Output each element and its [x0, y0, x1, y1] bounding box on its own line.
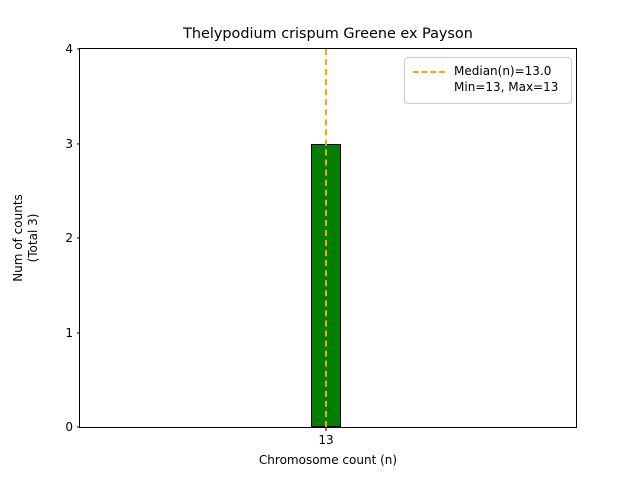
y-tick-mark-3 [76, 142, 80, 145]
x-tick-label-13: 13 [318, 433, 334, 447]
y-tick-label-0: 0 [65, 420, 73, 434]
y-tick-mark-2 [76, 237, 80, 239]
legend-median-label: Median(n)=13.0 [454, 64, 552, 78]
y-tick-label-3: 3 [65, 136, 73, 151]
y-tick-label-4: 4 [65, 42, 73, 56]
dashed-orange-line-icon [413, 64, 445, 79]
y-tick-mark-4 [76, 48, 80, 50]
legend-item-text: Median(n)=13.0 Min=13, Max=13 [454, 64, 558, 96]
y-tick-mark-1 [76, 331, 80, 334]
y-axis-label-line2: (Total 3) [26, 213, 40, 263]
legend-item-median: Median(n)=13.0 Min=13, Max=13 [413, 64, 563, 96]
x-tick-mark-13 [325, 427, 327, 431]
plot-area: 0 1 2 3 4 13 [65, 42, 577, 447]
median-line [325, 49, 328, 427]
y-axis-label-line1: Num of counts [11, 194, 25, 282]
legend-minmax-label: Min=13, Max=13 [454, 79, 559, 94]
x-axis-label: Chromosome count (n) [258, 453, 398, 467]
plot-inner [80, 49, 576, 427]
legend: Median(n)=13.0 Min=13, Max=13 [404, 57, 572, 104]
y-tick-label-1: 1 [65, 325, 73, 340]
page-title: Thelypodium crispum Greene ex Payson [183, 26, 473, 42]
y-tick-mark-0 [76, 426, 80, 428]
y-axis-label: Num of counts (Total 3) [11, 194, 41, 282]
y-tick-label-2: 2 [65, 231, 73, 245]
